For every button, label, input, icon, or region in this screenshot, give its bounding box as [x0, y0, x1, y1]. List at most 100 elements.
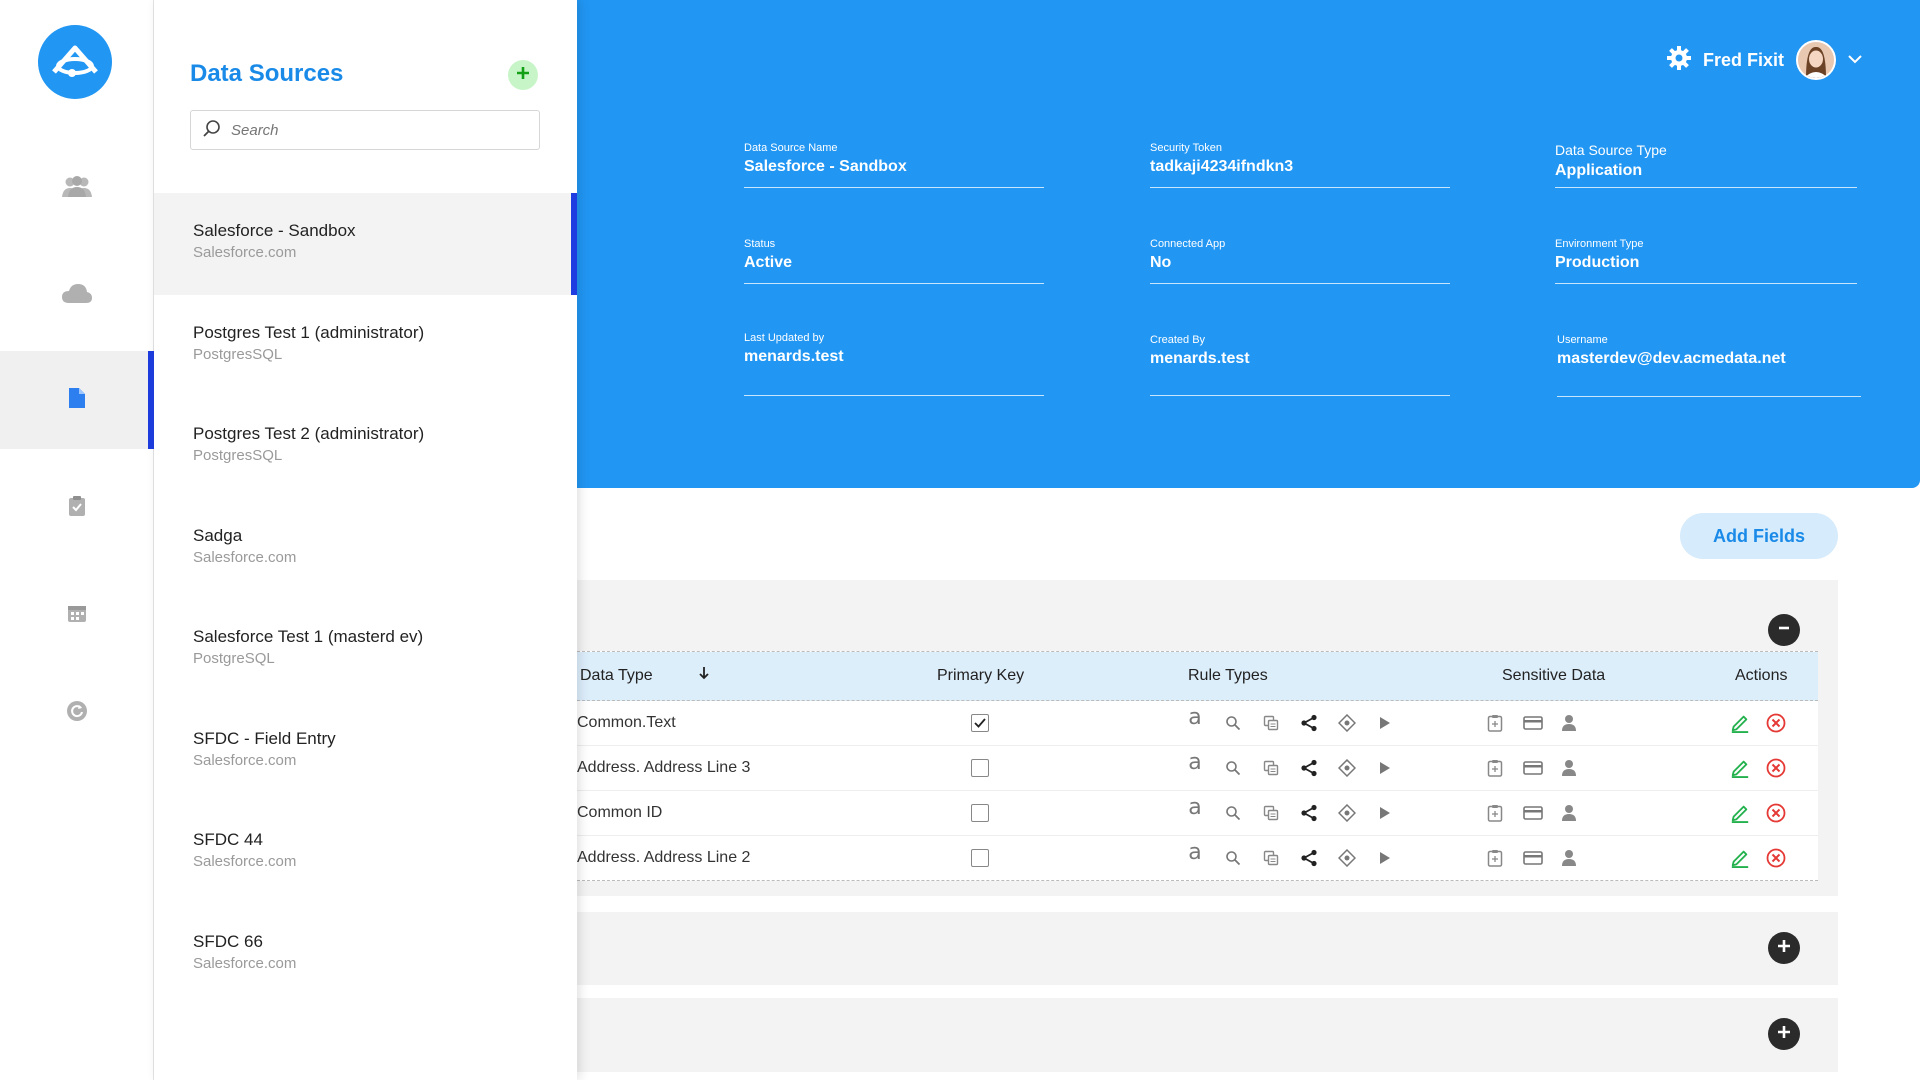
chevron-down-icon[interactable]: [1848, 51, 1862, 69]
data-source-item[interactable]: SFDC 66 Salesforce.com: [154, 904, 577, 1006]
data-source-name: SFDC 44: [193, 830, 263, 849]
table-row: Address. Address Line 2 a: [577, 836, 1818, 881]
icon-rail: [0, 0, 154, 1080]
search-input[interactable]: [231, 121, 521, 139]
sort-arrow-icon[interactable]: [698, 666, 710, 685]
share-rule-icon[interactable]: [1299, 848, 1319, 868]
text-rule-icon[interactable]: a: [1188, 749, 1202, 775]
field-label: Data Source Type: [1555, 142, 1667, 158]
column-rule-types: Rule Types: [1188, 667, 1268, 684]
data-source-item[interactable]: Salesforce - Sandbox Salesforce.com: [154, 193, 577, 295]
share-rule-icon[interactable]: [1299, 803, 1319, 823]
data-source-item[interactable]: SFDC - Field Entry Salesforce.com: [154, 701, 577, 803]
share-rule-icon[interactable]: [1299, 713, 1319, 733]
search-icon: [203, 119, 221, 142]
data-type-cell: Address. Address Line 3: [577, 759, 751, 776]
delete-icon[interactable]: [1766, 848, 1786, 868]
nav-refresh[interactable]: [0, 664, 154, 762]
user-name: Fred Fixit: [1702, 49, 1784, 70]
nav-tasks[interactable]: [0, 459, 154, 557]
search-rule-icon[interactable]: [1223, 848, 1243, 868]
credit-card-icon[interactable]: [1523, 848, 1543, 868]
field-value: tadkaji4234ifndkn3: [1150, 158, 1294, 175]
copy-rule-icon[interactable]: [1261, 803, 1281, 823]
data-source-name: Salesforce Test 1 (masterd ev): [193, 627, 424, 646]
nav-users[interactable]: [0, 140, 154, 238]
clipboard-icon[interactable]: [1485, 758, 1505, 778]
data-source-item[interactable]: Salesforce Test 1 (masterd ev) PostgreSQ…: [154, 599, 577, 701]
search-rule-icon[interactable]: [1223, 713, 1243, 733]
expand-button[interactable]: [1768, 932, 1800, 964]
play-rule-icon[interactable]: [1374, 803, 1394, 823]
edit-icon[interactable]: [1730, 803, 1750, 823]
data-source-item[interactable]: Postgres Test 1 (administrator) Postgres…: [154, 295, 577, 397]
primary-key-checkbox[interactable]: [971, 759, 989, 777]
avatar[interactable]: [1796, 40, 1836, 80]
data-source-item[interactable]: Postgres Test 2 (administrator) Postgres…: [154, 396, 577, 498]
add-fields-button[interactable]: Add Fields: [1680, 513, 1838, 559]
data-source-item[interactable]: SFDC 44 Salesforce.com: [154, 802, 577, 904]
edit-icon[interactable]: [1730, 713, 1750, 733]
data-source-name: Postgres Test 1 (administrator): [193, 322, 425, 342]
primary-key-checkbox[interactable]: [971, 849, 989, 867]
expand-button[interactable]: [1768, 1018, 1800, 1050]
person-icon[interactable]: [1559, 803, 1579, 823]
target-rule-icon[interactable]: [1337, 713, 1357, 733]
field-label: Environment Type: [1555, 238, 1644, 250]
edit-icon[interactable]: [1730, 848, 1750, 868]
cloud-icon: [61, 283, 93, 310]
field-value: menards.test: [1150, 350, 1250, 367]
edit-icon[interactable]: [1730, 758, 1750, 778]
copy-rule-icon[interactable]: [1261, 848, 1281, 868]
user-menu[interactable]: Fred Fixit: [1666, 40, 1862, 80]
gear-icon[interactable]: [1666, 45, 1691, 75]
column-data-type[interactable]: Data Type: [580, 667, 653, 684]
credit-card-icon[interactable]: [1523, 758, 1543, 778]
column-primary-key: Primary Key: [937, 667, 1025, 684]
nav-cloud[interactable]: [0, 247, 154, 345]
target-rule-icon[interactable]: [1337, 758, 1357, 778]
play-rule-icon[interactable]: [1374, 848, 1394, 868]
person-icon[interactable]: [1559, 848, 1579, 868]
copy-rule-icon[interactable]: [1261, 758, 1281, 778]
primary-key-checkbox[interactable]: [971, 804, 989, 822]
copy-rule-icon[interactable]: [1261, 713, 1281, 733]
text-rule-icon[interactable]: a: [1188, 794, 1202, 820]
data-source-type: PostgreSQL: [193, 650, 275, 667]
clipboard-icon[interactable]: [1485, 848, 1505, 868]
primary-key-checkbox[interactable]: [971, 714, 989, 732]
delete-icon[interactable]: [1766, 758, 1786, 778]
clipboard-icon[interactable]: [1485, 713, 1505, 733]
users-icon: [61, 175, 93, 203]
nav-documents[interactable]: [0, 351, 154, 449]
nav-calendar[interactable]: [0, 566, 154, 664]
delete-icon[interactable]: [1766, 713, 1786, 733]
data-source-item[interactable]: Sadga Salesforce.com: [154, 498, 577, 600]
table-row: Address. Address Line 3 a: [577, 746, 1818, 791]
app-logo[interactable]: [38, 25, 112, 99]
credit-card-icon[interactable]: [1523, 713, 1543, 733]
play-rule-icon[interactable]: [1374, 713, 1394, 733]
person-icon[interactable]: [1559, 713, 1579, 733]
field-last-updated-by: Last Updated by menards.test: [744, 328, 1044, 396]
delete-icon[interactable]: [1766, 803, 1786, 823]
clipboard-icon[interactable]: [1485, 803, 1505, 823]
plus-icon: [1777, 1025, 1791, 1044]
add-data-source-button[interactable]: [508, 60, 538, 90]
play-rule-icon[interactable]: [1374, 758, 1394, 778]
fields-group-collapsed: [577, 998, 1838, 1072]
search-box[interactable]: [190, 110, 540, 150]
text-rule-icon[interactable]: a: [1188, 839, 1202, 865]
target-rule-icon[interactable]: [1337, 848, 1357, 868]
search-rule-icon[interactable]: [1223, 758, 1243, 778]
share-rule-icon[interactable]: [1299, 758, 1319, 778]
field-data-source-type: Data Source Type Application: [1555, 138, 1857, 188]
table-row: Common ID a: [577, 791, 1818, 836]
person-icon[interactable]: [1559, 758, 1579, 778]
collapse-button[interactable]: [1768, 614, 1800, 646]
text-rule-icon[interactable]: a: [1188, 704, 1202, 730]
credit-card-icon[interactable]: [1523, 803, 1543, 823]
target-rule-icon[interactable]: [1337, 803, 1357, 823]
data-source-type: Salesforce.com: [193, 751, 297, 769]
search-rule-icon[interactable]: [1223, 803, 1243, 823]
